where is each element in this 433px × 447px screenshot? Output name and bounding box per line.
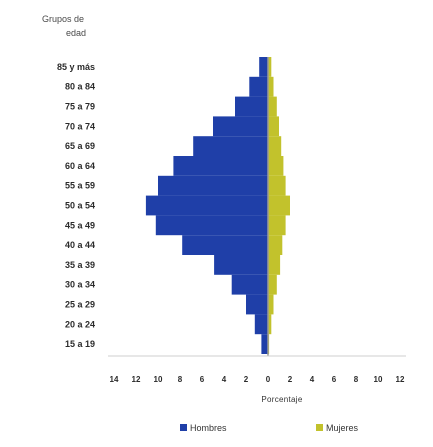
bar-mujeres	[268, 136, 282, 156]
bar-hombres	[145, 195, 268, 216]
x-tick-label: 12	[132, 375, 141, 384]
x-tick-label: 14	[110, 375, 119, 384]
x-tick-label: 8	[354, 375, 359, 384]
x-tick-label: 2	[244, 375, 249, 384]
bar-hombres	[254, 314, 268, 335]
bar-mujeres	[268, 57, 272, 77]
x-tick-label: 6	[332, 375, 337, 384]
age-group-label: 50 a 54	[65, 201, 95, 211]
bar-hombres	[261, 334, 268, 354]
bars	[145, 57, 290, 354]
age-group-labels: 85 y más 80 a 84 75 a 79 70 a 74 65 a 69 60 a…	[57, 62, 95, 349]
bar-hombres	[173, 156, 268, 176]
legend-label-hombres: Hombres	[190, 423, 227, 433]
age-group-label: 65 a 69	[65, 141, 95, 151]
age-group-label: 75 a 79	[65, 102, 95, 112]
bar-hombres	[231, 274, 268, 295]
legend-label-mujeres: Mujeres	[326, 423, 359, 433]
bar-hombres	[249, 76, 268, 97]
bar-mujeres	[268, 235, 283, 255]
age-group-label: 70 a 74	[65, 121, 95, 131]
legend: Hombres Mujeres	[180, 423, 359, 433]
bar-hombres	[214, 255, 268, 275]
bar-mujeres	[268, 274, 277, 295]
age-group-label: 60 a 64	[65, 161, 95, 171]
bar-hombres	[182, 235, 268, 255]
age-group-label: 35 a 39	[65, 260, 95, 270]
bar-mujeres	[268, 195, 290, 216]
bar-mujeres	[268, 294, 274, 315]
legend-swatch-hombres	[180, 424, 187, 431]
bar-mujeres	[268, 96, 277, 117]
bar-hombres	[246, 294, 268, 315]
x-tick-label: 10	[374, 375, 383, 384]
bar-mujeres	[268, 76, 274, 97]
bar-hombres	[155, 215, 268, 236]
bar-hombres	[158, 175, 268, 196]
x-tick-label: 2	[288, 375, 293, 384]
x-tick-label: 6	[200, 375, 205, 384]
age-group-label: 80 a 84	[65, 82, 95, 92]
bar-hombres	[213, 116, 268, 137]
x-tick-label: 4	[310, 375, 315, 384]
age-group-label: 55 a 59	[65, 181, 95, 191]
age-group-label: 20 a 24	[65, 319, 95, 329]
x-axis-ticks: 14 12 10 8 6 4 2 0 2 4 6 8 10 12	[110, 375, 405, 384]
x-tick-label: 4	[222, 375, 227, 384]
bar-hombres	[193, 136, 268, 156]
bar-mujeres	[268, 116, 279, 137]
age-group-label: 30 a 34	[65, 280, 95, 290]
y-axis-title-line-1: Grupos de	[42, 14, 84, 24]
legend-swatch-mujeres	[316, 424, 323, 431]
age-group-label: 25 a 29	[65, 300, 95, 310]
x-tick-label: 10	[154, 375, 163, 384]
bar-mujeres	[268, 314, 272, 335]
x-axis-title: Porcentaje	[261, 395, 302, 404]
x-tick-label: 8	[178, 375, 183, 384]
bar-hombres	[259, 57, 268, 77]
age-group-label: 85 y más	[57, 62, 95, 72]
bar-mujeres	[268, 175, 286, 196]
age-group-label: 15 a 19	[65, 339, 95, 349]
bar-mujeres	[268, 156, 284, 176]
age-group-label: 45 a 49	[65, 220, 95, 230]
x-tick-label: 12	[396, 375, 405, 384]
bar-hombres	[235, 96, 268, 117]
y-axis-title-line-2: edad	[66, 28, 86, 38]
age-group-label: 40 a 44	[65, 240, 95, 250]
x-tick-label: 0	[266, 375, 271, 384]
bar-mujeres	[268, 255, 281, 275]
bar-mujeres	[268, 215, 286, 236]
